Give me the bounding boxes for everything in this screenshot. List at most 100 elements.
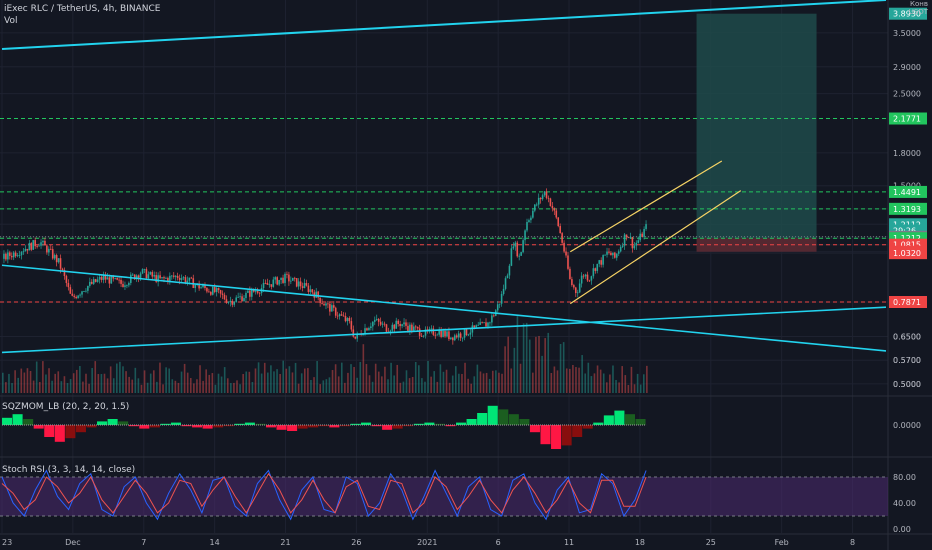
volume-bar — [538, 335, 540, 393]
volume-bar — [48, 368, 50, 393]
candle-body — [163, 277, 165, 279]
volume-bar — [140, 384, 143, 393]
candle-body — [210, 291, 212, 295]
time-tick-label: 8 — [850, 538, 855, 547]
volume-bar — [377, 371, 380, 393]
squeeze-bar — [223, 425, 234, 427]
volume-bar — [294, 362, 297, 393]
candle-body — [342, 315, 345, 317]
volume-bar — [279, 373, 281, 393]
candle-body — [522, 240, 524, 253]
volume-bar — [313, 377, 315, 393]
squeeze-bar — [477, 413, 488, 425]
candle-body — [615, 253, 618, 258]
candle-body — [69, 287, 72, 294]
volume-bar — [297, 383, 300, 393]
volume-bar — [257, 362, 260, 393]
candle-body — [537, 197, 540, 205]
candle-body — [381, 323, 384, 325]
volume-bar — [578, 367, 580, 393]
candle-body — [153, 275, 156, 277]
candle-body — [498, 303, 501, 305]
candle-body — [106, 277, 109, 280]
candle-body — [372, 321, 374, 327]
candle-body — [594, 268, 597, 271]
volume-bar — [609, 374, 611, 393]
squeeze-momentum-label[interactable]: SQZMOM_LB (20, 2, 20, 1.5) — [2, 402, 130, 412]
volume-bar — [137, 378, 140, 393]
price-tick-label: 0.6500 — [893, 333, 921, 342]
volume-bar — [310, 379, 312, 393]
currency-unit[interactable]: Конв USDT — [909, 0, 928, 16]
volume-bar — [177, 382, 180, 393]
volume-bar — [525, 322, 528, 393]
volume-bar — [183, 363, 186, 393]
time-tick-label: 23 — [2, 538, 12, 547]
volume-bar — [424, 381, 426, 393]
candle-body — [34, 240, 36, 247]
candle-body — [24, 248, 27, 252]
candle-body — [393, 324, 396, 329]
candle-body — [450, 337, 452, 340]
squeeze-bar — [339, 425, 350, 427]
volume-bar — [405, 370, 408, 393]
volume-bar — [29, 370, 32, 393]
volume-bar — [541, 355, 543, 393]
candle-body — [46, 245, 48, 253]
candle-body — [90, 281, 93, 284]
volume-bar — [189, 378, 192, 393]
candle-body — [541, 195, 544, 200]
candle-body — [284, 273, 286, 283]
squeeze-bar — [614, 410, 625, 425]
volume-bar — [303, 368, 306, 393]
volume-bar — [54, 373, 56, 393]
candle-body — [98, 277, 101, 280]
squeeze-bar — [392, 425, 403, 429]
squeeze-bar — [635, 419, 646, 425]
volume-bar — [159, 362, 161, 393]
candle-body — [604, 254, 606, 256]
candle-body — [504, 278, 507, 289]
squeeze-bar — [350, 423, 361, 425]
candle-body — [574, 287, 577, 294]
currency-unit-bottom: USDT — [908, 8, 928, 16]
candle-body — [254, 291, 257, 292]
volume-bar — [276, 369, 278, 393]
volume-bar — [562, 342, 565, 393]
volume-bar — [2, 372, 4, 393]
candle-body — [639, 233, 642, 241]
candle-body — [49, 248, 52, 250]
volume-bar — [319, 384, 322, 393]
squeeze-bar — [603, 415, 614, 425]
volume-bar — [461, 373, 463, 393]
volume-bar — [488, 378, 491, 393]
candle-body — [44, 240, 46, 246]
candle-body — [151, 272, 154, 277]
candle-body — [208, 291, 210, 293]
volume-bar — [458, 373, 460, 393]
stoch-tick-label: 80.00 — [893, 473, 916, 482]
candle-body — [165, 277, 167, 279]
volume-bar — [152, 370, 155, 393]
volume-bar — [146, 382, 149, 393]
squeeze-bar — [75, 425, 86, 433]
squeeze-bar — [44, 425, 55, 437]
price-tick-label: 2.9000 — [893, 63, 921, 72]
volume-bar — [544, 338, 546, 393]
candle-body — [96, 279, 99, 282]
candle-body — [436, 334, 439, 336]
stoch-rsi-label[interactable]: Stoch RSI (3, 3, 14, 14, close) — [2, 465, 136, 475]
candle-body — [469, 332, 472, 335]
candle-body — [114, 277, 116, 279]
candle-body — [397, 320, 399, 324]
volume-bar — [63, 376, 66, 393]
volume-bar — [85, 373, 87, 393]
candle-body — [491, 315, 493, 323]
volume-bar — [57, 371, 60, 393]
volume-label: Vol — [4, 16, 18, 26]
volume-bar — [263, 362, 266, 393]
volume-bar — [248, 371, 251, 393]
volume-bar — [125, 371, 127, 393]
volume-bar — [470, 383, 473, 393]
candle-body — [170, 275, 173, 277]
